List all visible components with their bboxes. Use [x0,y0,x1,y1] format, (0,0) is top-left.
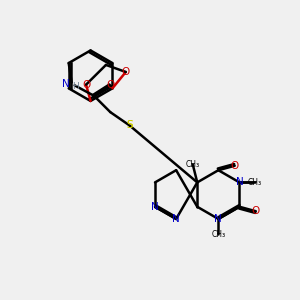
Text: N: N [236,177,243,188]
Text: O: O [231,161,239,171]
Text: N: N [172,214,180,224]
Text: CH₃: CH₃ [186,160,200,169]
Text: N: N [214,214,222,224]
Text: O: O [106,80,114,90]
Text: N: N [62,79,70,89]
Text: S: S [126,121,133,130]
Text: H: H [72,82,79,91]
Text: CH₃: CH₃ [211,230,225,239]
Text: N: N [151,202,159,212]
Text: CH₃: CH₃ [248,178,262,187]
Text: S: S [126,121,133,130]
Text: O: O [82,80,90,90]
Text: O: O [252,206,260,216]
Text: O: O [122,67,130,77]
